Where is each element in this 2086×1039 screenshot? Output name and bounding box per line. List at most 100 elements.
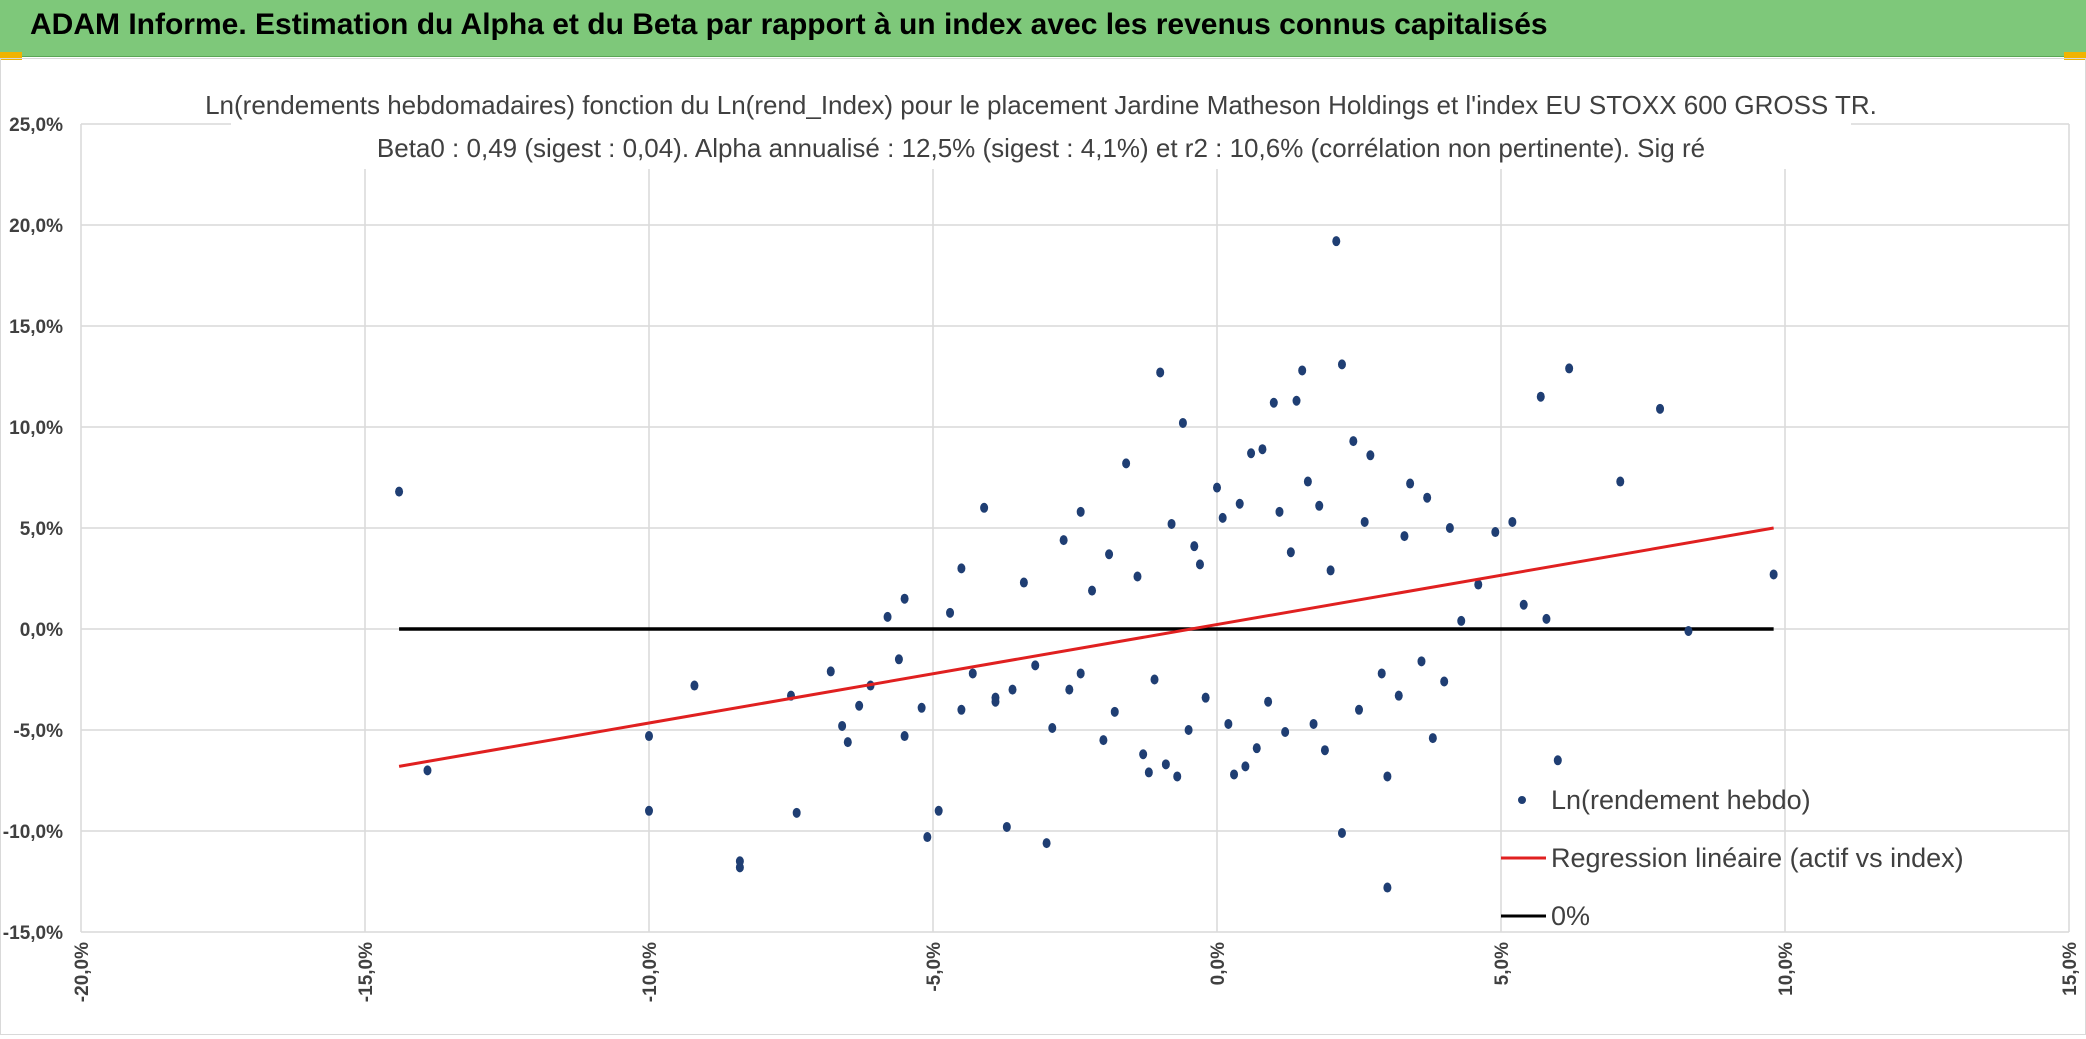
data-point	[1315, 500, 1324, 511]
data-point	[1423, 492, 1432, 503]
data-point	[1769, 569, 1778, 580]
data-point	[1337, 359, 1346, 370]
y-tick-label: -10,0%	[3, 822, 63, 843]
data-point	[923, 832, 932, 843]
data-point	[900, 593, 909, 604]
y-tick-label: -15,0%	[3, 923, 63, 944]
data-point	[1656, 403, 1665, 414]
page-title: ADAM Informe. Estimation du Alpha et du …	[30, 8, 1548, 41]
y-tick-label: 10,0%	[9, 418, 63, 439]
title-background	[231, 69, 1851, 169]
data-point	[1275, 506, 1284, 517]
x-tick-label: 15,0%	[2060, 942, 2081, 996]
data-point	[991, 696, 1000, 707]
data-point	[1281, 727, 1290, 738]
y-tick-label: 20,0%	[9, 216, 63, 237]
data-point	[1241, 761, 1250, 772]
legend-label-regression: Regression linéaire (actif vs index)	[1551, 843, 1964, 873]
data-point	[792, 807, 801, 818]
x-tick-label: -15,0%	[356, 942, 377, 1002]
data-point	[934, 805, 943, 816]
x-tick-label: -20,0%	[72, 942, 93, 1002]
data-point	[1491, 527, 1500, 538]
data-point	[900, 731, 909, 742]
data-point	[1349, 436, 1358, 447]
data-point	[1173, 771, 1182, 782]
data-point	[1303, 476, 1312, 487]
data-point	[1201, 692, 1210, 703]
data-point	[1230, 769, 1239, 780]
data-point	[395, 486, 404, 497]
x-tick-label: -10,0%	[640, 942, 661, 1002]
data-point	[1298, 365, 1307, 376]
data-point	[1258, 444, 1267, 455]
y-tick-label: 0,0%	[20, 620, 63, 641]
data-point	[1076, 506, 1085, 517]
data-point	[838, 720, 847, 731]
data-point	[1400, 531, 1409, 542]
data-point	[1542, 613, 1551, 624]
data-point	[1394, 690, 1403, 701]
data-point	[1519, 599, 1528, 610]
y-tick-label: 25,0%	[9, 115, 63, 136]
data-point	[894, 654, 903, 665]
data-point	[735, 856, 744, 867]
data-point	[1377, 668, 1386, 679]
data-point	[690, 680, 699, 691]
header-bar: ADAM Informe. Estimation du Alpha et du …	[0, 0, 2086, 57]
data-point	[1156, 367, 1165, 378]
data-point	[1383, 882, 1392, 893]
data-point	[1031, 660, 1040, 671]
data-point	[1122, 458, 1131, 469]
data-point	[826, 666, 835, 677]
data-point	[1269, 397, 1278, 408]
x-tick-label: 5,0%	[1492, 942, 1513, 985]
data-point	[1565, 363, 1574, 374]
data-point	[1213, 482, 1221, 493]
data-point	[1195, 559, 1204, 570]
chart-title: Ln(rendements hebdomadaires) fonction du…	[205, 90, 1877, 120]
data-point	[1337, 828, 1346, 839]
data-point	[1218, 512, 1227, 523]
grid-lines	[80, 123, 2070, 933]
data-point	[957, 704, 966, 715]
regression-line-path	[398, 526, 1774, 768]
regression-line	[398, 526, 1774, 768]
corner-marker-left	[0, 52, 22, 60]
x-tick-label: 10,0%	[1776, 942, 1797, 996]
data-point	[1320, 745, 1329, 756]
chart-area: 25,0% 20,0% 15,0% 10,0% 5,0% 0,0% -5,0% -10,0% -…	[0, 58, 2086, 1035]
data-point	[1224, 718, 1233, 729]
data-point	[1065, 684, 1074, 695]
tick-labels: 25,0% 20,0% 15,0% 10,0% 5,0% 0,0% -5,0% -10,0% -…	[3, 115, 2081, 1002]
data-point	[1076, 668, 1085, 679]
x-tick-label: -5,0%	[924, 942, 945, 992]
data-point	[1042, 838, 1051, 849]
data-point	[980, 502, 989, 513]
data-point	[1457, 615, 1466, 626]
scatter-chart: 25,0% 20,0% 15,0% 10,0% 5,0% 0,0% -5,0% -10,0% -…	[3, 69, 2081, 1002]
data-point	[1292, 395, 1301, 406]
x-tick-label: 0,0%	[1208, 942, 1229, 985]
data-point	[1440, 676, 1449, 687]
data-point	[1326, 565, 1335, 576]
data-point	[843, 737, 852, 748]
data-point	[1139, 749, 1148, 760]
data-point	[1247, 448, 1256, 459]
data-point	[917, 702, 926, 713]
data-point	[1019, 577, 1028, 588]
data-point	[957, 563, 966, 574]
data-point	[1252, 743, 1261, 754]
data-point	[1445, 523, 1454, 533]
data-point	[1309, 718, 1318, 729]
data-point	[1110, 706, 1119, 717]
data-point	[1133, 571, 1142, 582]
legend-label-zero: 0%	[1551, 901, 1590, 931]
data-point	[1536, 391, 1545, 402]
data-point	[1553, 755, 1562, 766]
data-point	[1366, 450, 1375, 461]
data-point	[645, 805, 653, 816]
data-point	[645, 731, 653, 742]
y-tick-label: 5,0%	[20, 519, 63, 540]
data-point	[1428, 733, 1437, 744]
